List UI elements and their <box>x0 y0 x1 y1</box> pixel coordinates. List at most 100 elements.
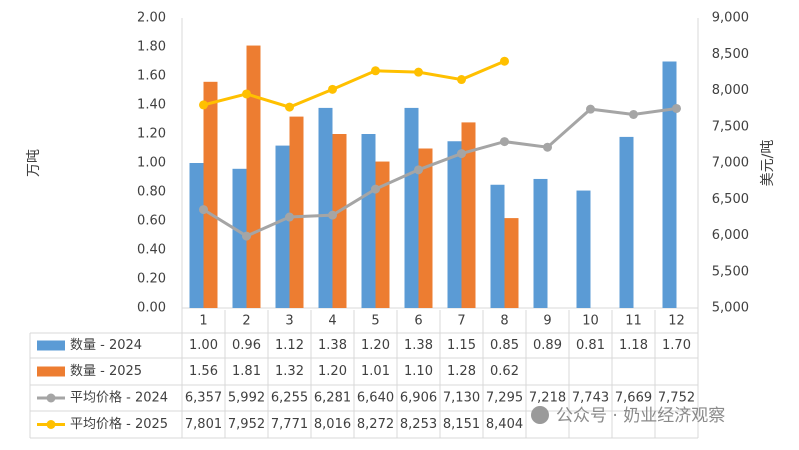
table-value: 1.38 <box>404 338 433 353</box>
table-value: 8,404 <box>486 417 523 432</box>
marker <box>371 66 380 76</box>
table-value: 1.70 <box>662 338 691 353</box>
legend-swatch <box>37 340 65 351</box>
watermark-text: 公众号 · 奶业经济观察 <box>556 406 725 426</box>
table-value: 1.00 <box>189 338 218 353</box>
table-value: 7,801 <box>185 417 222 432</box>
bar <box>361 134 376 308</box>
y2-tick-label: 5,500 <box>712 264 749 279</box>
y-tick-label: 0.00 <box>137 301 166 316</box>
y2-tick-label: 8,000 <box>712 83 749 98</box>
table-value: 6,255 <box>271 391 308 406</box>
bar <box>189 163 204 308</box>
x-tick-label: 7 <box>457 314 465 329</box>
x-tick-label: 2 <box>242 314 250 329</box>
x-tick-label: 9 <box>543 314 551 329</box>
table-value: 1.20 <box>318 364 347 379</box>
y-tick-label: 0.60 <box>137 214 166 229</box>
x-tick-label: 1 <box>199 314 207 329</box>
bar <box>332 134 347 308</box>
bar <box>275 145 290 308</box>
table-value: 0.85 <box>490 338 519 353</box>
table-value: 8,272 <box>357 417 394 432</box>
table-value: 7,752 <box>658 391 695 406</box>
bar <box>662 61 677 308</box>
marker <box>328 210 337 220</box>
marker <box>285 102 294 112</box>
marker <box>414 165 423 175</box>
x-tick-label: 11 <box>625 314 642 329</box>
y-tick-label: 1.20 <box>137 127 166 142</box>
y2-tick-label: 7,000 <box>712 156 749 171</box>
marker <box>457 75 466 85</box>
table-value: 1.81 <box>232 364 261 379</box>
table-value: 1.38 <box>318 338 347 353</box>
table-value: 0.81 <box>576 338 605 353</box>
marker <box>199 205 208 215</box>
x-tick-label: 6 <box>414 314 422 329</box>
table-value: 0.96 <box>232 338 261 353</box>
line <box>202 106 677 238</box>
marker <box>672 103 681 113</box>
marker <box>242 89 251 99</box>
y2-tick-label: 7,500 <box>712 119 749 134</box>
marker <box>414 67 423 77</box>
marker <box>500 137 509 147</box>
bar <box>461 122 476 309</box>
table-value: 1.15 <box>447 338 476 353</box>
table-value: 0.89 <box>533 338 562 353</box>
bar <box>232 168 247 308</box>
marker <box>543 142 552 152</box>
watermark: 公众号 · 奶业经济观察 <box>531 406 725 426</box>
table-value: 6,357 <box>185 391 222 406</box>
table-value: 8,253 <box>400 417 437 432</box>
table-value: 1.12 <box>275 338 304 353</box>
x-tick-label: 4 <box>328 314 336 329</box>
x-tick-label: 5 <box>371 314 379 329</box>
table-value: 0.62 <box>490 364 519 379</box>
table-value: 7,952 <box>228 417 265 432</box>
bar <box>504 218 519 308</box>
bar <box>447 141 462 308</box>
watermark-icon <box>531 406 549 424</box>
marker <box>586 104 595 114</box>
line <box>203 59 506 109</box>
y-axis-label: 万吨 <box>26 149 42 177</box>
legend-marker <box>46 393 56 403</box>
marker <box>371 184 380 194</box>
marker <box>242 231 251 241</box>
legend-label: 数量 - 2024 <box>70 338 142 353</box>
y2-tick-label: 8,500 <box>712 47 749 62</box>
y-tick-label: 1.00 <box>137 156 166 171</box>
table-value: 1.56 <box>189 364 218 379</box>
y-tick-label: 0.40 <box>137 243 166 258</box>
y2-tick-label: 9,000 <box>712 11 749 26</box>
bar <box>619 136 634 308</box>
table-value: 7,743 <box>572 391 609 406</box>
table-value: 7,771 <box>271 417 308 432</box>
marker <box>500 56 509 66</box>
marker <box>199 100 208 110</box>
table-value: 7,130 <box>443 391 480 406</box>
table-value: 6,281 <box>314 391 351 406</box>
legend-label: 平均价格 - 2024 <box>70 390 168 406</box>
table-value: 1.32 <box>275 364 304 379</box>
y-tick-label: 2.00 <box>137 11 166 26</box>
y2-tick-label: 5,000 <box>712 301 749 316</box>
bar <box>289 116 304 308</box>
table-value: 1.01 <box>361 364 390 379</box>
table-value: 7,295 <box>486 391 523 406</box>
legend-label: 平均价格 - 2025 <box>70 416 168 432</box>
bar <box>203 81 218 308</box>
marker <box>457 149 466 159</box>
table-value: 6,640 <box>357 391 394 406</box>
marker <box>285 212 294 222</box>
bar <box>576 190 591 308</box>
table-value: 1.20 <box>361 338 390 353</box>
y2-axis-label: 美元/吨 <box>760 140 776 187</box>
legend-label: 数量 - 2025 <box>70 364 142 379</box>
bar <box>418 148 433 308</box>
table-value: 1.10 <box>404 364 433 379</box>
y-tick-label: 1.40 <box>137 98 166 113</box>
y-tick-label: 0.80 <box>137 185 166 200</box>
